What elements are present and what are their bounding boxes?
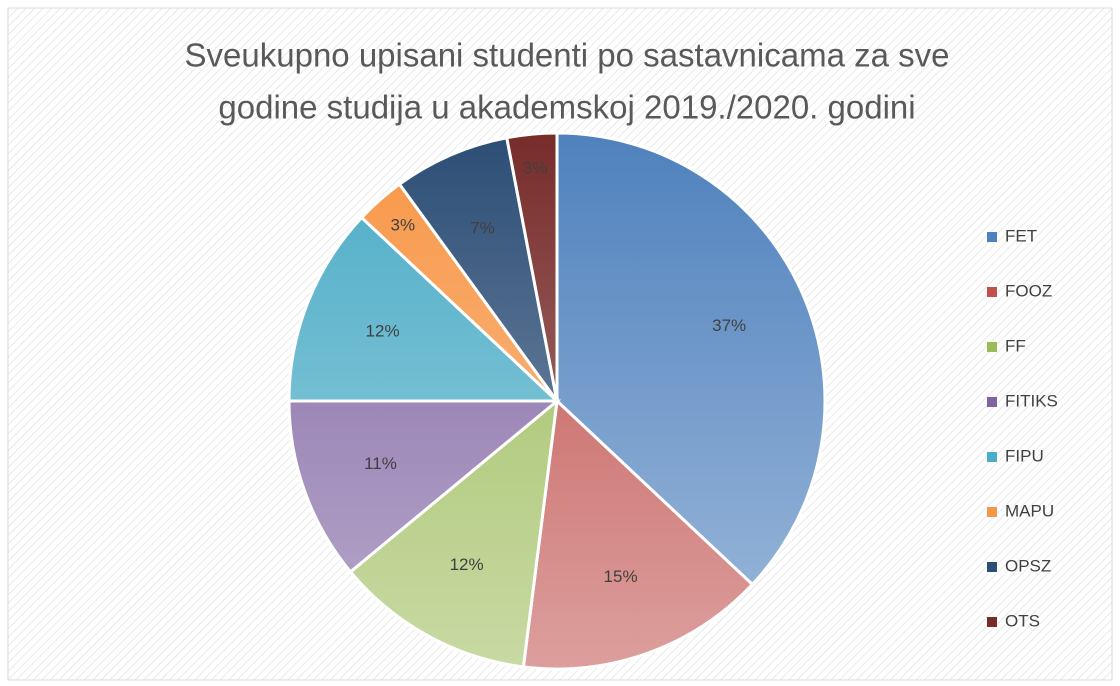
data-label: 11%: [364, 454, 397, 473]
pie-slice: [287, 399, 562, 574]
legend-swatch: [987, 562, 997, 572]
legend-swatch: [987, 287, 997, 297]
legend-label: FITIKS: [1005, 391, 1058, 410]
legend-label: FET: [1005, 226, 1037, 245]
legend-swatch: [987, 342, 997, 352]
legend-swatch: [987, 452, 997, 462]
legend-label: OTS: [1005, 611, 1040, 630]
legend-swatch: [987, 232, 997, 242]
chart-title: Sveukupno upisani studenti po sastavnica…: [185, 37, 950, 74]
data-label: 12%: [450, 555, 484, 574]
data-label: 15%: [604, 567, 638, 586]
pie-slice: [505, 131, 559, 402]
pie-slice: [521, 397, 755, 671]
pie-slice: [348, 397, 559, 669]
pie-slice: [397, 135, 559, 402]
pie-slice: [555, 131, 827, 587]
data-label: 7%: [470, 218, 495, 237]
data-label: 37%: [712, 316, 746, 335]
data-label: 3%: [523, 158, 548, 177]
legend-label: FF: [1005, 336, 1026, 355]
legend-swatch: [987, 617, 997, 627]
legend-label: MAPU: [1005, 501, 1054, 520]
data-label: 12%: [366, 321, 400, 340]
legend-swatch: [987, 507, 997, 517]
legend-label: FIPU: [1005, 446, 1044, 465]
pie-slice: [287, 215, 561, 403]
data-label: 3%: [391, 216, 416, 235]
legend-swatch: [987, 397, 997, 407]
legend-label: OPSZ: [1005, 556, 1051, 575]
chart-title: godine studija u akademskoj 2019./2020. …: [218, 89, 915, 126]
legend-label: FOOZ: [1005, 281, 1052, 300]
